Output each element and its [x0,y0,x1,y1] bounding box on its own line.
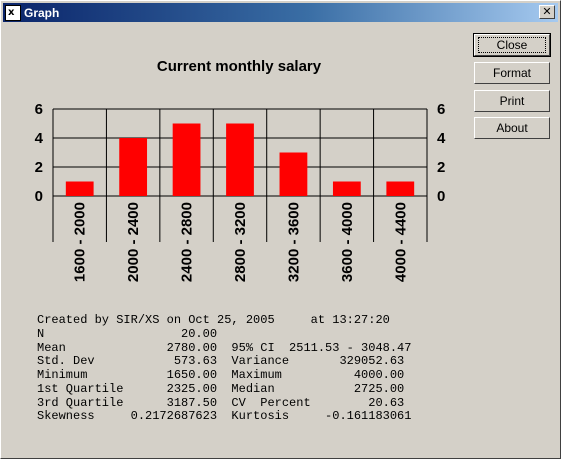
title-bar[interactable]: x Graph ✕ [3,3,558,22]
about-button[interactable]: About [474,117,550,139]
x-category-label: 2000 - 2400 [125,202,142,282]
x-category-label: 3600 - 4000 [339,202,356,282]
y-tick-label-left: 0 [35,188,43,205]
stats-line: Minimum 1650.00 Maximum 4000.00 [37,368,405,382]
bar [65,181,94,196]
close-window-icon[interactable]: ✕ [539,5,555,19]
y-tick-label-left: 6 [35,101,43,118]
app-icon: x [5,4,21,21]
stats-line: Skewness 0.2172687623 Kurtosis -0.161183… [37,409,412,424]
stats-line: N 20.00 [37,326,218,341]
bar [332,181,361,196]
x-category-label: 4000 - 4400 [392,202,409,282]
stats-line: Created by SIR/XS on Oct 25, 2005 at 13:… [37,313,390,327]
bar [172,123,201,196]
stats-line: Std. Dev 573.63 Variance 329052.63 [37,354,405,369]
x-category-label: 1600 - 2000 [72,202,89,282]
format-button[interactable]: Format [474,62,550,84]
chart-title: Current monthly salary [157,58,322,75]
bar [386,181,415,196]
statistics-summary: Created by SIR/XS on Oct 25, 2005 at 13:… [37,313,412,424]
window-title: Graph [24,5,60,20]
stats-line: 1st Quartile 2325.00 Median 2725.00 [37,381,405,396]
stats-line: 3rd Quartile 3187.50 CV Percent 20.63 [37,395,405,410]
y-tick-label-right: 0 [437,188,445,205]
salary-histogram: Current monthly salary 0 0 2 2 4 4 6 6 1600 - 20… [35,58,446,282]
y-tick-label-left: 2 [35,159,43,176]
y-tick-label-right: 6 [437,101,445,118]
bar [119,138,148,196]
bar [279,152,308,196]
bar [226,123,254,196]
close-button[interactable]: Close [473,33,551,57]
stats-line: Mean 2780.00 95% CI 2511.53 - 3048.47 [37,340,412,355]
x-category-label: 3200 - 3600 [285,202,302,282]
x-category-label: 2400 - 2800 [179,202,196,282]
y-tick-label-right: 4 [437,130,446,147]
x-category-label: 2800 - 3200 [232,202,249,282]
y-tick-label-right: 2 [437,159,445,176]
print-button[interactable]: Print [474,90,550,112]
y-tick-label-left: 4 [35,130,44,147]
